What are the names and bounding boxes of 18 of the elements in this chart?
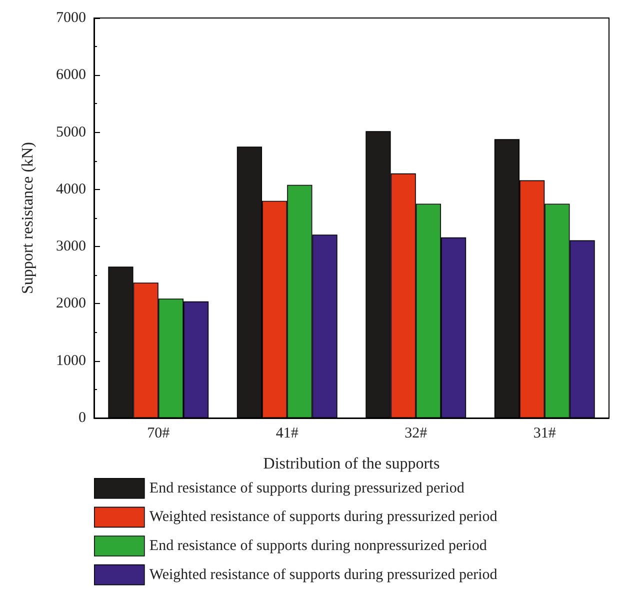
y-tick-label: 4000 [56,181,86,198]
legend-label: Weighted resistance of supports during pressurized period [149,509,498,526]
y-tick-label: 6000 [56,67,86,84]
x-tick-label: 32# [404,426,428,442]
y-tick-label: 3000 [56,238,86,255]
x-tick-label: 41# [276,426,299,442]
y-tick-label: 1000 [56,352,86,369]
legend-label: End resistance of supports during pressurized period [149,480,465,496]
y-axis-title: Support resistance (kN) [20,142,36,294]
legend-label: End resistance of supports during nonpressurized period [149,538,488,554]
y-tick-label: 0 [78,410,86,426]
y-tick-label: 5000 [56,124,86,140]
y-tick-label: 7000 [56,10,86,26]
x-axis-title: Distribution of the supports [263,456,440,472]
legend-label: Weighted resistance of supports during pressurized period [149,566,498,583]
x-tick-label: 70# [147,426,170,442]
y-tick-label: 2000 [56,296,86,312]
x-tick-label: 31# [533,426,556,442]
